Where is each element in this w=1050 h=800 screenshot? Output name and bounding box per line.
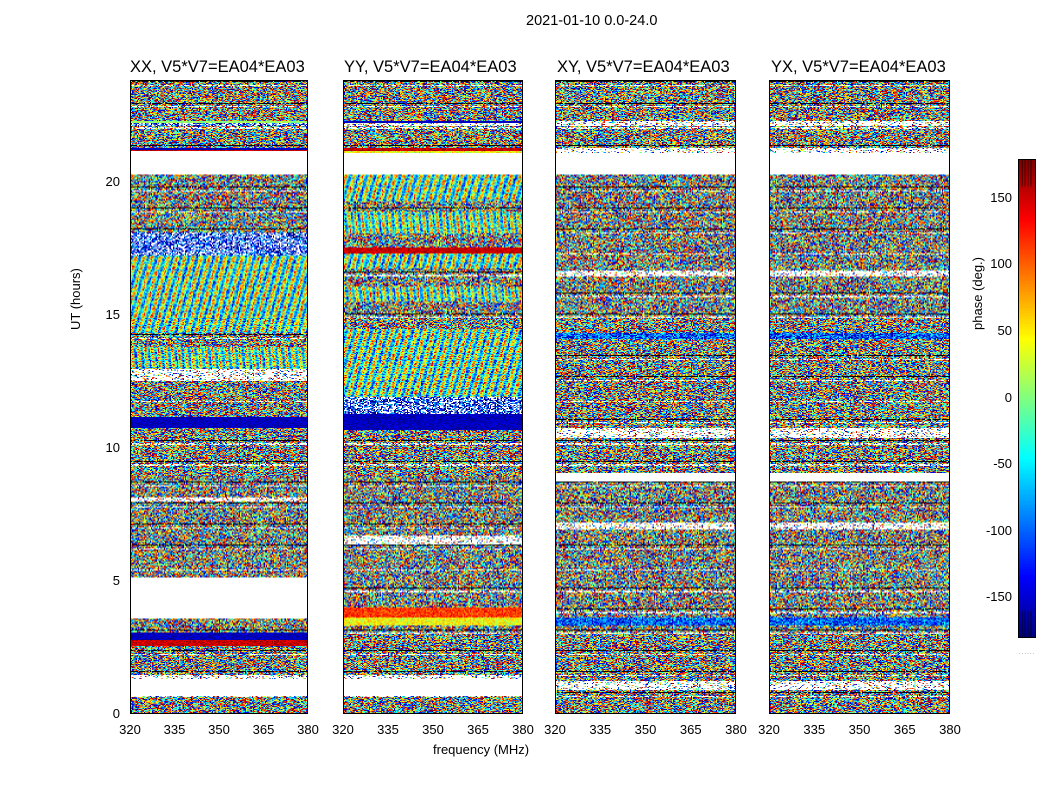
svg-text:. . . . . .: . . . . . . (1019, 651, 1034, 654)
